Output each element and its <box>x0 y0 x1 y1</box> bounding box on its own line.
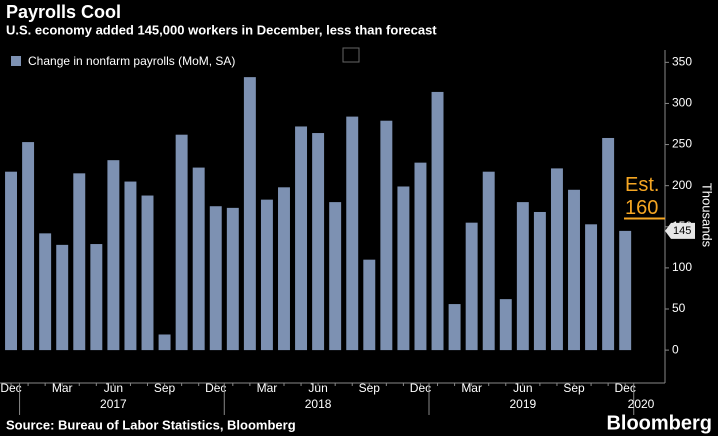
bar <box>175 134 188 351</box>
x-tick-label: Mar <box>461 381 482 395</box>
bar <box>619 230 632 351</box>
bar <box>158 334 171 351</box>
brand: Bloomberg <box>606 412 712 434</box>
bar <box>73 173 86 351</box>
x-tick-label: Jun <box>104 381 123 395</box>
chart-title: Payrolls Cool <box>6 2 121 22</box>
y-tick-label: 350 <box>672 55 692 69</box>
bar <box>482 171 495 351</box>
y-tick-label: 50 <box>672 301 686 315</box>
chart-icon[interactable] <box>342 47 360 63</box>
estimate-value: 160 <box>625 197 658 219</box>
bar <box>499 299 512 351</box>
bar <box>260 199 273 351</box>
x-tick-label: Sep <box>563 381 585 395</box>
y-tick-label: 100 <box>672 260 692 274</box>
x-tick-label: Dec <box>205 381 226 395</box>
legend-swatch <box>11 56 21 66</box>
bar <box>568 189 580 351</box>
bar <box>226 207 239 351</box>
x-tick-label: Jun <box>513 381 532 395</box>
bar <box>550 168 563 351</box>
year-label: 2020 <box>628 397 655 411</box>
bar <box>22 142 35 351</box>
bar <box>414 162 427 351</box>
bar <box>363 259 376 351</box>
bar <box>465 222 478 351</box>
x-tick-label: Sep <box>359 381 381 395</box>
chart-subtitle: U.S. economy added 145,000 workers in De… <box>6 22 437 37</box>
y-tick-label: 300 <box>672 96 692 110</box>
bar <box>602 137 615 351</box>
bar <box>312 133 325 351</box>
bar <box>56 244 69 351</box>
bar <box>380 120 393 351</box>
bar <box>295 126 308 351</box>
x-tick-label: Mar <box>257 381 278 395</box>
bar <box>585 224 598 351</box>
bar <box>397 186 410 351</box>
bar <box>5 171 18 351</box>
bar <box>278 187 290 351</box>
x-tick-label: Jun <box>308 381 327 395</box>
x-tick-label: Dec <box>0 381 21 395</box>
x-tick-label: Sep <box>154 381 176 395</box>
source: Source: Bureau of Labor Statistics, Bloo… <box>6 417 296 432</box>
bar <box>107 160 120 351</box>
bar <box>141 195 154 351</box>
bar <box>448 304 461 351</box>
y-axis-label: Thousands <box>700 183 715 248</box>
year-label: 2017 <box>100 397 127 411</box>
bar <box>533 211 546 351</box>
bar <box>346 116 359 351</box>
bar <box>516 202 529 351</box>
x-tick-label: Mar <box>52 381 73 395</box>
bar <box>209 206 222 351</box>
y-tick-label: 250 <box>672 137 692 151</box>
bar <box>329 202 342 351</box>
year-label: 2019 <box>509 397 536 411</box>
x-tick-label: Dec <box>410 381 431 395</box>
bar <box>90 244 103 351</box>
bar <box>192 167 205 351</box>
y-tick-label: 200 <box>672 178 692 192</box>
legend-label: Change in nonfarm payrolls (MoM, SA) <box>28 54 235 68</box>
y-tick-label: 0 <box>672 342 679 356</box>
bar <box>431 91 444 351</box>
estimate-label: Est. <box>625 174 659 196</box>
year-label: 2018 <box>305 397 332 411</box>
x-tick-label: Dec <box>615 381 636 395</box>
value-tag <box>665 222 695 239</box>
bar <box>243 77 256 351</box>
value-tag-label: 145 <box>673 225 691 237</box>
bar <box>124 181 137 351</box>
bar <box>39 233 52 351</box>
